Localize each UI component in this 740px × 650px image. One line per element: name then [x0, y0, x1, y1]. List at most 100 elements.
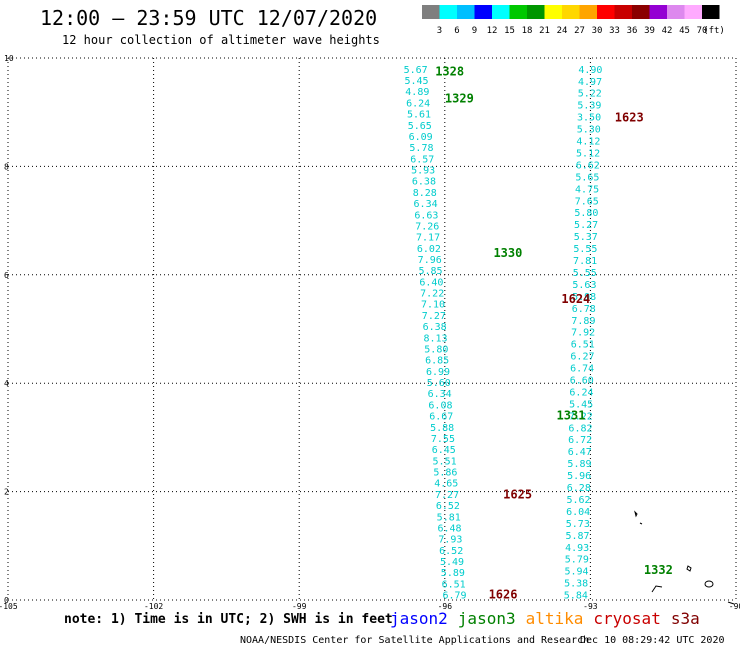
swh-value: 5.22 — [578, 89, 602, 100]
x-tick-label: -102 — [144, 602, 163, 610]
swh-value: 5.37 — [574, 232, 598, 243]
scale-label: 45 — [679, 26, 690, 36]
y-tick-label: 2 — [4, 488, 9, 497]
swh-value: 6.57 — [410, 154, 434, 165]
swh-value: 5.98 — [572, 292, 596, 303]
swh-value: 6.24 — [569, 387, 593, 398]
scale-swatch — [614, 5, 632, 19]
swh-value: 5.94 — [564, 567, 588, 578]
scale-label: 30 — [592, 26, 603, 36]
swh-value: 6.74 — [570, 364, 594, 375]
swh-value: 5.73 — [566, 519, 590, 530]
credit-line: NOAA/NESDIS Center for Satellite Applica… — [240, 635, 590, 646]
page-subtitle: 12 hour collection of altimeter wave hei… — [62, 33, 380, 47]
scale-swatch — [439, 5, 457, 19]
swh-value: 7.17 — [416, 233, 440, 244]
swh-value: 6.40 — [419, 277, 443, 288]
scale-swatch — [457, 5, 475, 19]
y-tick-label: 8 — [4, 162, 9, 171]
swh-value: 5.38 — [564, 579, 588, 590]
scale-label: 18 — [522, 26, 533, 36]
swh-value: 7.65 — [575, 196, 599, 207]
island-outline — [727, 601, 735, 605]
scale-label: 15 — [504, 26, 515, 36]
y-tick-label: 4 — [4, 379, 9, 388]
swh-value: 6.99 — [426, 367, 450, 378]
x-tick-label: -105 — [0, 602, 18, 610]
scale-label: 36 — [627, 26, 638, 36]
swh-value: 5.65 — [575, 172, 599, 183]
swh-value: 5.80 — [574, 208, 598, 219]
pass-time-label: 1624 — [561, 292, 590, 306]
swh-value: 6.51 — [571, 340, 595, 351]
swh-value: 6.79 — [442, 591, 466, 602]
pass-time-label: 1329 — [445, 92, 474, 106]
swh-value: 6.82 — [568, 423, 592, 434]
swh-value: 7.22 — [569, 411, 593, 422]
swh-value: 6.52 — [439, 546, 463, 557]
swh-value: 5.65 — [408, 121, 432, 132]
scale-label: 27 — [574, 26, 585, 36]
swh-value: 5.30 — [577, 125, 601, 136]
swh-value: 6.27 — [570, 352, 594, 363]
scale-swatch — [632, 5, 650, 19]
swh-value: 7.81 — [573, 256, 597, 267]
swh-value: 6.63 — [414, 210, 438, 221]
swh-value: 7.92 — [571, 328, 595, 339]
swh-value: 6.62 — [576, 160, 600, 171]
swh-value: 8.13 — [423, 333, 447, 344]
pass-time-labels: 1328 1329 1623 1330 1624 1331 1625 1332 1626 — [435, 65, 673, 602]
swh-value: 6.09 — [409, 132, 433, 143]
swh-value: 5.79 — [565, 555, 589, 566]
swh-value: 4.12 — [576, 137, 600, 148]
pass-time-label: 1626 — [489, 588, 518, 602]
map-grid — [7, 57, 737, 601]
swh-value: 6.38 — [423, 322, 447, 333]
swh-value: 6.04 — [566, 507, 590, 518]
swh-value: 3.50 — [577, 113, 601, 124]
swh-value: 4.97 — [578, 77, 602, 88]
x-tick-label: -93 — [583, 602, 598, 610]
swh-value: 7.27 — [422, 311, 446, 322]
swh-value: 6.08 — [428, 400, 452, 411]
map-plot: -105-102-99-96-93-900246810 5.675.454.89… — [0, 54, 740, 610]
swh-value: 6.38 — [412, 177, 436, 188]
swh-value: 6.24 — [406, 98, 430, 109]
y-tick-label: 6 — [4, 271, 9, 280]
scale-swatch — [597, 5, 615, 19]
axis-ticks: -105 -102 -99 -96 -93 -90 0 2 4 6 8 10 — [0, 54, 740, 610]
swh-value: 6.51 — [442, 579, 466, 590]
swh-value: 4.89 — [405, 87, 429, 98]
scale-label: 12 — [487, 26, 498, 36]
swh-value: 5.78 — [409, 143, 433, 154]
scale-label: 24 — [557, 26, 568, 36]
scale-swatch — [667, 5, 685, 19]
swh-value: 6.28 — [567, 483, 591, 494]
swh-value: 6.85 — [425, 356, 449, 367]
pass-time-label: 1623 — [615, 111, 644, 125]
scale-label: 9 — [472, 26, 477, 36]
swh-value: 6.67 — [429, 412, 453, 423]
swh-value: 5.96 — [567, 471, 591, 482]
swh-value: 6.34 — [428, 389, 452, 400]
scale-swatch — [562, 5, 580, 19]
swh-value: 5.81 — [437, 512, 461, 523]
swh-value: 5.51 — [433, 456, 457, 467]
scale-label: 3 — [437, 26, 442, 36]
scale-swatch — [579, 5, 597, 19]
page-title: 12:00 – 23:59 UTC 12/07/2020 — [40, 6, 378, 30]
scale-swatch — [492, 5, 510, 19]
scale-swatch — [527, 5, 545, 19]
scale-label: 39 — [644, 26, 655, 36]
legend-altika: altika — [525, 609, 584, 628]
swh-value: 6.60 — [570, 376, 594, 387]
swh-value: 5.60 — [427, 378, 451, 389]
scale-swatch — [544, 5, 562, 19]
altimeter-tracks: 5.675.454.896.245.615.656.095.786.575.93… — [404, 65, 603, 602]
swh-value: 5.39 — [577, 101, 601, 112]
x-tick-label: -90 — [729, 602, 740, 610]
swh-value: 7.96 — [418, 255, 442, 266]
generated-timestamp: Dec 10 08:29:42 UTC 2020 — [580, 635, 725, 646]
swh-value: 6.48 — [438, 523, 462, 534]
swh-value: 5.63 — [572, 280, 596, 291]
